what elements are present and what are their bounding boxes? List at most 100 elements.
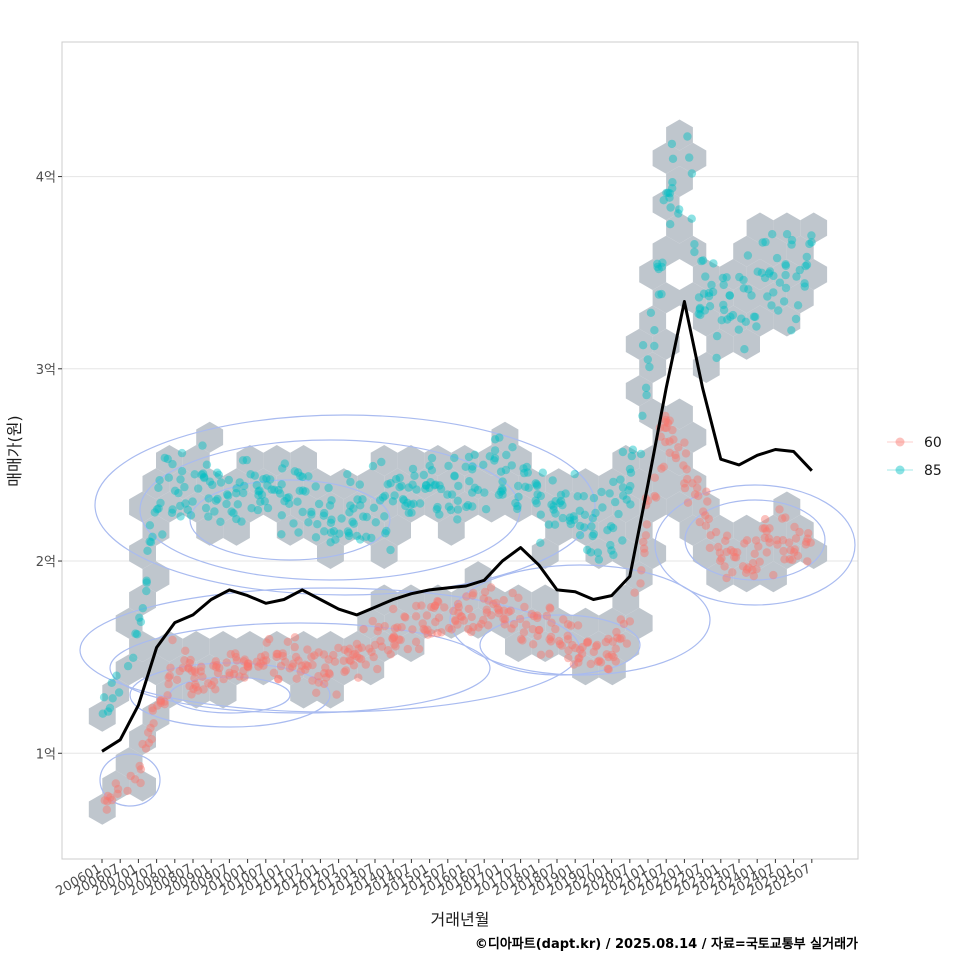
data-point-85 — [768, 230, 777, 239]
hexbin-cell — [518, 468, 546, 500]
data-point-60 — [219, 674, 228, 684]
data-point-85 — [343, 470, 352, 479]
data-point-60 — [479, 594, 488, 603]
data-point-85 — [232, 489, 241, 498]
data-point-60 — [166, 663, 175, 672]
data-point-60 — [514, 593, 523, 602]
data-point-60 — [314, 648, 323, 657]
data-point-85 — [701, 272, 710, 281]
data-point-85 — [177, 448, 187, 458]
data-point-60 — [240, 655, 249, 664]
data-point-60 — [146, 723, 155, 733]
data-point-85 — [450, 472, 459, 481]
data-point-60 — [486, 583, 496, 592]
data-point-60 — [239, 666, 248, 676]
data-point-85 — [520, 468, 529, 478]
data-point-85 — [719, 280, 728, 290]
data-point-85 — [751, 312, 760, 322]
data-point-60 — [536, 650, 546, 659]
data-point-85 — [436, 484, 446, 494]
data-point-85 — [232, 514, 241, 524]
data-point-85 — [253, 505, 263, 515]
data-point-85 — [807, 238, 816, 247]
data-point-85 — [792, 272, 801, 281]
data-point-85 — [614, 509, 623, 519]
data-point-85 — [453, 505, 463, 514]
data-point-85 — [443, 490, 452, 499]
data-point-60 — [551, 624, 560, 634]
data-point-85 — [666, 220, 675, 229]
data-point-60 — [489, 599, 498, 609]
data-point-85 — [176, 512, 185, 521]
data-point-85 — [380, 512, 389, 521]
hexbin-cell — [290, 445, 317, 476]
data-point-85 — [502, 450, 511, 460]
data-point-85 — [298, 472, 307, 482]
data-point-85 — [319, 511, 328, 520]
data-point-85 — [549, 505, 558, 514]
hexbin-cell — [156, 445, 183, 476]
data-point-85 — [616, 475, 625, 484]
data-point-85 — [781, 260, 790, 269]
data-point-60 — [314, 678, 323, 687]
hexbin-cell — [666, 491, 693, 523]
data-point-60 — [274, 674, 283, 684]
data-point-85 — [795, 265, 804, 275]
data-point-85 — [298, 507, 307, 517]
data-point-60 — [748, 566, 757, 575]
data-point-60 — [748, 559, 758, 568]
data-point-85 — [763, 292, 772, 301]
data-point-60 — [290, 633, 300, 642]
hexbin-cell — [437, 514, 465, 546]
data-point-60 — [389, 604, 398, 614]
data-point-60 — [494, 609, 504, 618]
data-point-85 — [668, 184, 677, 193]
density-contour — [169, 676, 291, 714]
data-point-85 — [712, 331, 722, 341]
data-point-85 — [764, 269, 774, 278]
hexbin-cell — [760, 282, 787, 314]
data-point-60 — [793, 551, 803, 560]
hexbin-cell — [357, 607, 385, 639]
data-point-60 — [314, 672, 323, 681]
data-point-60 — [795, 527, 804, 537]
data-point-85 — [208, 480, 217, 490]
data-point-85 — [298, 486, 308, 495]
data-point-60 — [604, 634, 613, 644]
data-point-85 — [739, 275, 748, 285]
data-point-85 — [395, 483, 404, 492]
data-point-60 — [662, 423, 671, 433]
data-point-85 — [468, 488, 477, 497]
data-point-60 — [464, 625, 473, 634]
data-point-85 — [167, 508, 177, 517]
data-point-85 — [242, 455, 251, 465]
data-point-60 — [674, 443, 683, 452]
data-point-60 — [377, 642, 387, 651]
data-point-60 — [310, 651, 319, 660]
data-point-85 — [362, 532, 371, 541]
data-point-85 — [668, 154, 678, 163]
data-point-85 — [704, 292, 714, 301]
data-point-60 — [604, 665, 613, 674]
data-point-60 — [509, 620, 519, 629]
data-point-60 — [368, 616, 377, 626]
data-point-60 — [126, 771, 135, 781]
data-point-60 — [592, 640, 602, 650]
data-point-85 — [348, 517, 357, 526]
data-point-60 — [520, 602, 529, 612]
hexbin-cell — [182, 631, 210, 662]
data-point-85 — [662, 188, 671, 198]
data-point-85 — [556, 496, 566, 506]
data-point-60 — [703, 497, 712, 506]
data-point-85 — [262, 474, 271, 483]
hexbin-cell — [760, 514, 787, 546]
data-point-85 — [331, 535, 340, 544]
data-point-85 — [521, 482, 530, 491]
data-point-85 — [296, 471, 305, 481]
data-point-60 — [103, 797, 112, 806]
data-point-60 — [750, 549, 759, 558]
data-point-85 — [690, 240, 699, 249]
data-point-85 — [250, 471, 259, 480]
data-point-85 — [725, 291, 735, 300]
data-point-85 — [444, 502, 454, 511]
